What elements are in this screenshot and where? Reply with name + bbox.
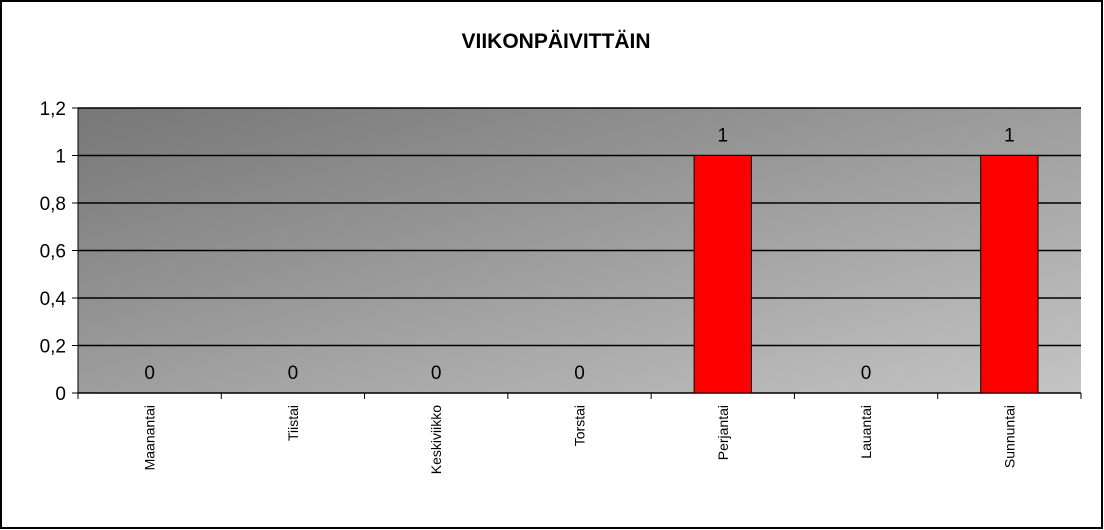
y-tick-label: 1,2: [40, 99, 66, 120]
data-label: 0: [431, 363, 442, 384]
x-tick-label: Sunnuntai: [1001, 405, 1017, 468]
x-tick-label: Torstai: [572, 405, 588, 446]
data-label: 0: [288, 363, 299, 384]
y-tick-label: 0,4: [40, 289, 67, 310]
data-label: 1: [717, 126, 728, 147]
x-tick-label: Maanantai: [142, 405, 158, 470]
y-tick-label: 0,2: [40, 337, 66, 358]
x-tick-label: Tiistai: [285, 405, 301, 441]
y-tick-label: 0,8: [40, 194, 66, 215]
data-label: 0: [574, 363, 585, 384]
data-label: 1: [1004, 126, 1015, 147]
x-tick-label: Lauantai: [858, 405, 874, 459]
y-tick-label: 0: [55, 384, 66, 405]
chart-title: VIIKONPÄIVITTÄIN: [461, 30, 650, 53]
y-tick-label: 0,6: [40, 242, 66, 263]
x-tick-label: Keskiviikko: [428, 405, 444, 474]
data-label: 0: [861, 363, 872, 384]
y-tick-label: 1: [55, 147, 66, 168]
bar: [980, 155, 1039, 394]
bar: [693, 155, 752, 394]
x-tick-label: Perjantai: [715, 405, 731, 460]
data-label: 0: [144, 363, 155, 384]
